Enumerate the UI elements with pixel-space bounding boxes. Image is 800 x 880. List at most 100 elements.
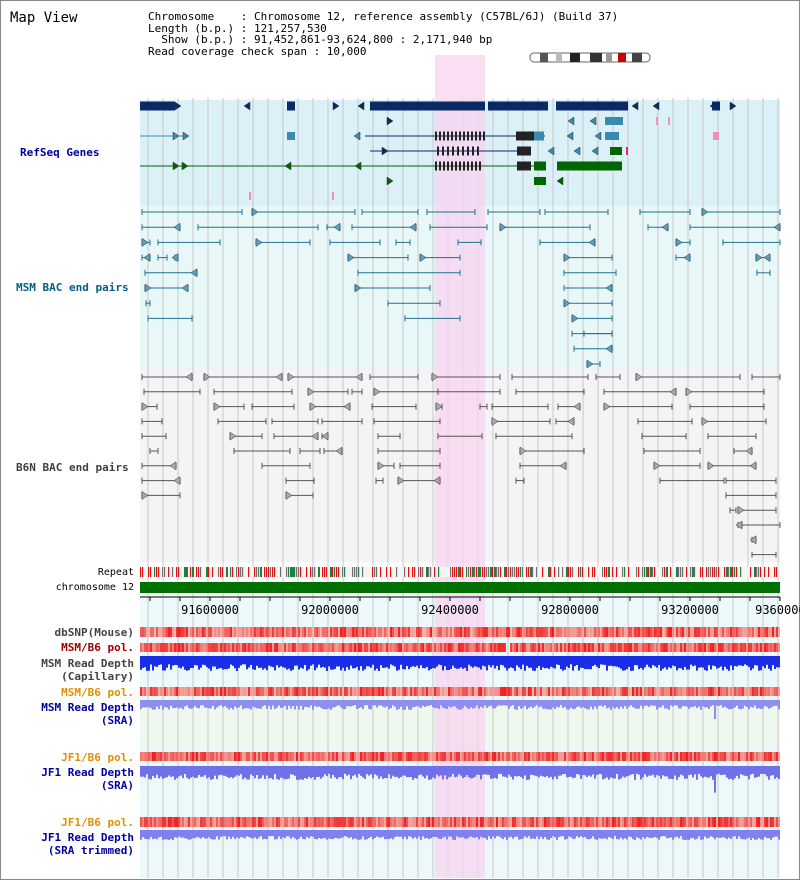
strand-arrow-right	[397, 476, 405, 486]
depth-bar	[604, 830, 606, 839]
depth-bar	[266, 830, 268, 840]
repeat-element	[754, 567, 756, 577]
depth-tracks[interactable]	[140, 656, 780, 840]
heat-cell	[412, 687, 414, 696]
heat-cell	[636, 687, 638, 696]
depth-bar	[502, 656, 504, 666]
heat-cell	[178, 627, 180, 637]
refseq-genes-track[interactable]	[140, 101, 737, 201]
depth-bar	[142, 700, 144, 708]
track-label-jf1-b6-pol-2[interactable]: JF1/B6 pol.	[61, 816, 134, 829]
depth-bar	[192, 830, 194, 839]
heat-cell	[528, 643, 530, 652]
b6n-bac-end-pairs-track[interactable]	[141, 372, 781, 558]
depth-bar	[508, 766, 510, 775]
heat-cell	[704, 817, 706, 827]
depth-bar	[152, 656, 154, 671]
depth-bar	[252, 700, 254, 707]
repeat-element	[548, 567, 550, 577]
depth-bar	[216, 700, 218, 708]
depth-bar	[462, 700, 464, 709]
heat-cell	[142, 627, 144, 637]
track-label-msm-bac[interactable]: MSM BAC end pairs	[16, 281, 129, 294]
depth-bar	[406, 830, 408, 840]
depth-bar	[674, 656, 676, 667]
depth-bar	[482, 656, 484, 666]
msm-bac-end-pairs-track[interactable]	[141, 207, 781, 369]
depth-bar	[370, 766, 372, 775]
depth-bar	[668, 656, 670, 668]
track-label-jf1-b6-pol-1[interactable]: JF1/B6 pol.	[61, 751, 134, 764]
heat-tracks[interactable]	[140, 627, 780, 827]
depth-bar	[472, 830, 474, 838]
depth-bar	[666, 656, 668, 670]
chromosome-bar[interactable]	[140, 582, 780, 593]
heat-cell	[648, 627, 650, 637]
heat-cell	[390, 752, 392, 761]
strand-arrow-right	[309, 402, 317, 412]
heat-cell	[772, 643, 774, 652]
depth-bar	[408, 766, 410, 778]
repeat-track[interactable]	[140, 567, 780, 577]
highlight-region[interactable]	[435, 55, 485, 878]
depth-bar	[732, 656, 734, 670]
depth-bar	[278, 656, 280, 668]
heat-cell	[522, 643, 524, 652]
repeat-element	[212, 567, 214, 577]
heat-cell	[442, 752, 444, 761]
heat-cell	[388, 752, 390, 761]
depth-bar	[244, 700, 246, 709]
heat-cell	[396, 627, 398, 637]
depth-bar	[730, 766, 732, 779]
heat-cell	[456, 817, 458, 827]
depth-bar	[622, 830, 624, 840]
depth-bar	[626, 766, 628, 777]
heat-cell	[574, 627, 576, 637]
heat-cell	[762, 817, 764, 827]
chromosome-ideogram[interactable]	[529, 52, 651, 63]
heat-cell	[204, 687, 206, 696]
depth-bar	[460, 700, 462, 710]
depth-bar	[490, 830, 492, 840]
heat-cell	[276, 817, 278, 827]
depth-bar	[282, 700, 284, 708]
heat-cell	[598, 752, 600, 761]
depth-bar	[254, 656, 256, 670]
depth-bar	[190, 656, 192, 669]
heat-cell	[170, 687, 172, 696]
track-label-dbsnp[interactable]: dbSNP(Mouse)	[54, 626, 134, 639]
depth-bar	[250, 830, 252, 838]
depth-bar	[754, 830, 756, 840]
depth-bar	[596, 766, 598, 776]
track-label-msm-depth-capillary[interactable]: MSM Read Depth (Capillary)	[41, 657, 134, 683]
track-label-msm-b6-pol-2[interactable]: MSM/B6 pol.	[61, 686, 134, 699]
heat-cell	[646, 627, 648, 637]
heat-cell	[514, 817, 516, 827]
heat-cell	[562, 752, 564, 761]
depth-bar	[542, 656, 544, 668]
track-label-refseq[interactable]: RefSeq Genes	[20, 146, 100, 159]
depth-bar	[420, 700, 422, 709]
depth-bar	[166, 830, 168, 840]
heat-cell	[568, 627, 570, 637]
track-label-msm-b6-pol-1[interactable]: MSM/B6 pol.	[61, 641, 134, 654]
track-label-b6n-bac[interactable]: B6N BAC end pairs	[16, 461, 129, 474]
heat-cell	[174, 752, 176, 761]
heat-cell	[140, 627, 142, 637]
heat-cell	[738, 687, 740, 696]
depth-bar	[540, 766, 542, 776]
heat-cell	[512, 643, 514, 652]
depth-bar	[660, 700, 662, 708]
gene-exon	[479, 131, 481, 141]
depth-bar	[586, 700, 588, 710]
heat-cell	[322, 817, 324, 827]
heat-cell	[540, 643, 542, 652]
track-label-jf1-depth-sra[interactable]: JF1 Read Depth (SRA)	[41, 766, 134, 792]
depth-bar	[632, 766, 634, 775]
heat-cell	[466, 643, 468, 652]
track-label-msm-depth-sra[interactable]: MSM Read Depth (SRA)	[41, 701, 134, 727]
heat-cell	[552, 643, 554, 652]
heat-cell	[256, 627, 258, 637]
track-label-jf1-depth-trimmed[interactable]: JF1 Read Depth (SRA trimmed)	[41, 831, 134, 857]
